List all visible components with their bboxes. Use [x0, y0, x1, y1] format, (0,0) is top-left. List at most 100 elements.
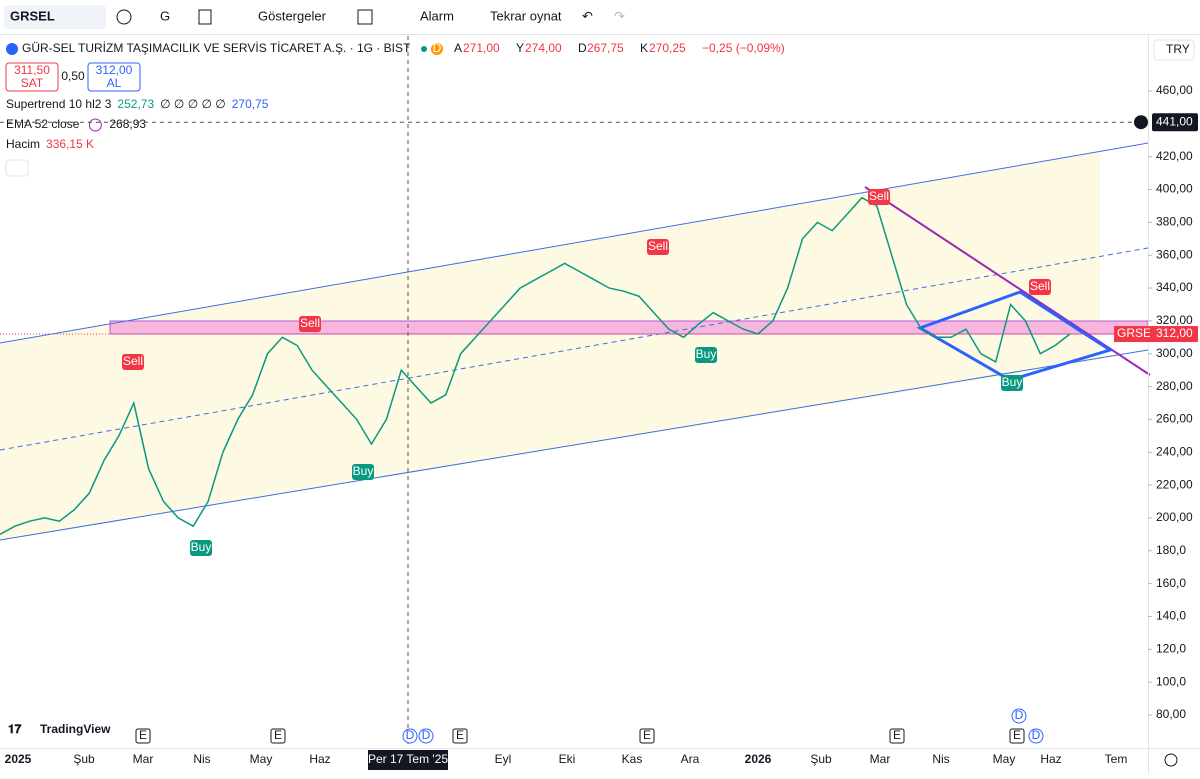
price-tick-label: 460,00 [1156, 83, 1193, 97]
logo [6, 43, 18, 55]
sell-label[interactable]: SAT [21, 76, 44, 90]
indicator-icon [88, 118, 102, 132]
zone [109, 320, 1149, 335]
ohlc-value: 271,00 [463, 41, 500, 55]
crosshair-time-bg [368, 750, 448, 770]
replay-button[interactable]: Tekrar oynat [490, 8, 562, 23]
time-label: Eki [559, 752, 576, 766]
signal-bg [1001, 375, 1023, 391]
price-tick-label: 200,00 [1156, 510, 1193, 524]
time-label: Nis [932, 752, 949, 766]
time-label: May [993, 752, 1016, 766]
currency-box[interactable] [1153, 39, 1195, 61]
interval[interactable]: G [160, 8, 170, 23]
time-label: 2025 [5, 752, 32, 766]
collapse-button[interactable] [5, 159, 29, 177]
indicator-name: Hacim [6, 137, 40, 151]
event[interactable]: E [893, 728, 901, 742]
signal-bg [868, 189, 890, 205]
add-alert[interactable] [1134, 115, 1148, 130]
event-bg [1011, 708, 1027, 724]
crosshair-label-bg [1152, 113, 1198, 132]
signal: Sell [648, 239, 668, 253]
redo[interactable]: ↷ [614, 8, 625, 23]
price-tick-label: 100,0 [1156, 674, 1186, 688]
event-bg [270, 728, 286, 744]
ohlc-key: Y [516, 41, 524, 55]
undo[interactable]: ↶ [582, 8, 593, 23]
indicators-button[interactable]: Göstergeler [258, 8, 327, 23]
spread: 0,50 [61, 69, 85, 83]
signal-bg [122, 354, 144, 370]
time-label: Nis [193, 752, 210, 766]
signal: Sell [300, 316, 320, 330]
price-tick-label: 160,0 [1156, 576, 1186, 590]
signal: Buy [1002, 375, 1023, 389]
sell-button[interactable] [5, 62, 59, 92]
channel-lower [0, 349, 1149, 541]
event[interactable]: D [1015, 708, 1024, 722]
buy-price[interactable]: 312,00 [96, 63, 133, 77]
indicator-value: 268,93 [109, 117, 146, 131]
toolbar [0, 0, 1200, 34]
time-label: 2026 [745, 752, 772, 766]
time-label: Ara [681, 752, 700, 766]
settings-icon[interactable] [1164, 753, 1178, 767]
price-tick-label: 300,00 [1156, 346, 1193, 360]
event[interactable]: D [422, 728, 431, 742]
badge: D [433, 41, 442, 55]
price-tick-label: 340,00 [1156, 280, 1193, 294]
time-label: Haz [1040, 752, 1061, 766]
buy-button[interactable] [87, 62, 141, 92]
sell-price[interactable]: 311,50 [14, 63, 50, 77]
time-label: May [250, 752, 273, 766]
event-bg [1028, 728, 1044, 744]
event-bg [1009, 728, 1025, 744]
alarm-button[interactable]: Alarm [420, 8, 454, 23]
buy-label[interactable]: AL [107, 76, 122, 90]
currency[interactable]: TRY [1166, 42, 1190, 56]
indicator-value: ∅ ∅ ∅ ∅ ∅ [160, 97, 226, 111]
price-tick-label: 400,00 [1156, 182, 1193, 196]
time-label: Haz [309, 752, 330, 766]
last-symbol: GRSEL [1117, 326, 1158, 340]
signal-bg [647, 239, 669, 255]
price-tick-label: 240,00 [1156, 444, 1193, 458]
badge-bg [431, 43, 443, 55]
ohlc-key: K [640, 41, 648, 55]
signal-bg [299, 316, 321, 332]
event[interactable]: E [1013, 728, 1021, 742]
time-label: Per 17 Tem '25 [368, 752, 448, 766]
price-tick-label: 120,0 [1156, 641, 1186, 655]
event[interactable]: E [274, 728, 282, 742]
symbol-box[interactable] [4, 5, 106, 29]
candle-icon[interactable] [198, 9, 212, 25]
event[interactable]: E [643, 728, 651, 742]
price-line [0, 196, 1071, 536]
signal-bg [1029, 279, 1051, 295]
indicator-value: 252,73 [117, 97, 154, 111]
chart-area [0, 36, 1151, 748]
signal: Sell [869, 189, 889, 203]
event[interactable]: D [406, 728, 415, 742]
symbol[interactable]: GRSEL [10, 8, 55, 23]
channel-upper [0, 142, 1149, 344]
event-bg [452, 728, 468, 744]
event[interactable]: D [1032, 728, 1041, 742]
add-icon[interactable] [116, 9, 132, 25]
price-tick-label: 280,00 [1156, 379, 1193, 393]
event[interactable]: E [139, 728, 147, 742]
signal: Sell [123, 354, 143, 368]
signal: Buy [191, 540, 212, 554]
time-label: Eyl [495, 752, 512, 766]
event-bg [639, 728, 655, 744]
time-label: Şub [810, 752, 832, 766]
event[interactable]: E [456, 728, 464, 742]
ohlc-value: 274,00 [525, 41, 562, 55]
time-label: Mar [870, 752, 891, 766]
wedge [916, 290, 1114, 382]
crosshair-label: 441,00 [1156, 114, 1193, 128]
layout-icon[interactable] [357, 9, 373, 25]
event-bg [889, 728, 905, 744]
